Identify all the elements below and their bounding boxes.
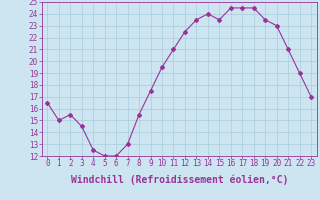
X-axis label: Windchill (Refroidissement éolien,°C): Windchill (Refroidissement éolien,°C) xyxy=(70,174,288,185)
